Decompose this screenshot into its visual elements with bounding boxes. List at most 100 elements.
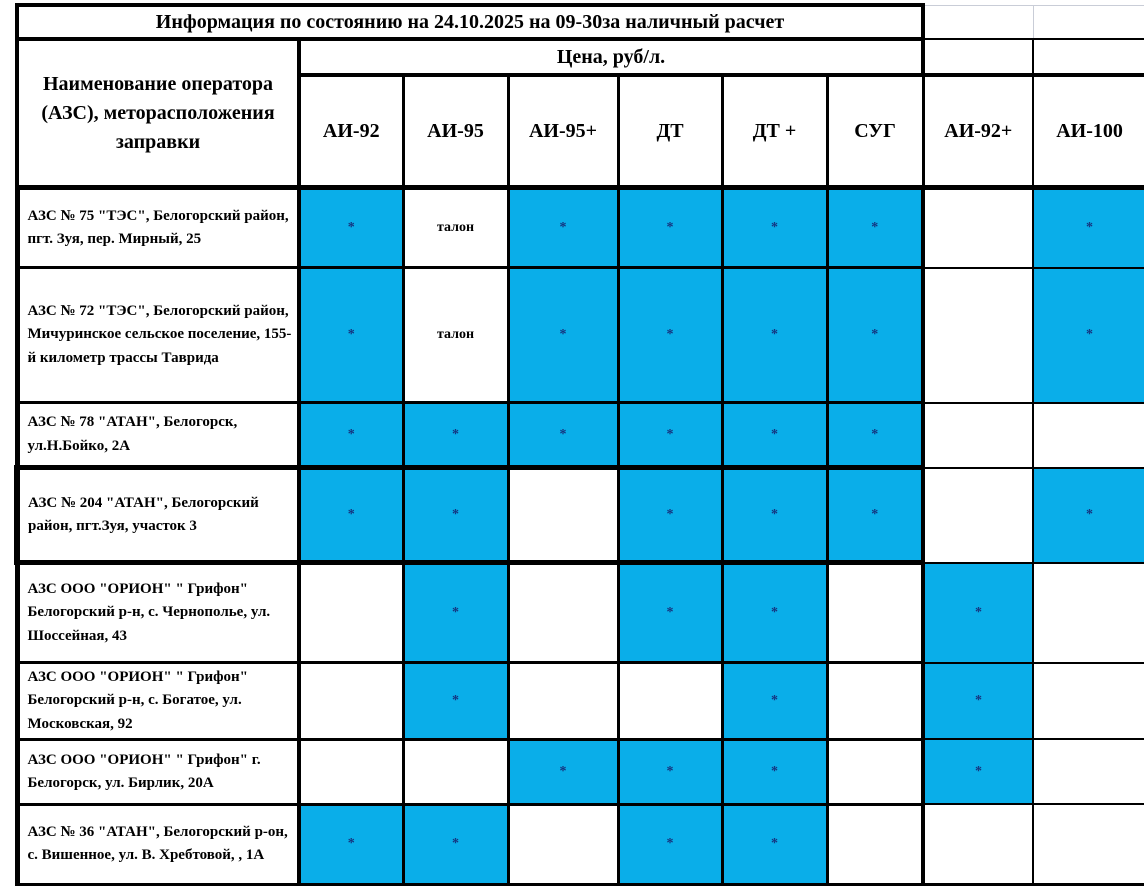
fuel-empty-cell [825, 802, 926, 886]
station-name-cell: АЗС № 204 "АТАН", Белогорский район, пгт… [14, 465, 301, 565]
station-name-cell: АЗС ООО "ОРИОН" " Грифон" г. Белогорск, … [14, 737, 301, 806]
fuel-available-cell: * [401, 401, 510, 469]
column-header-sug: СУГ [825, 73, 925, 190]
fuel-available-cell: * [616, 465, 724, 565]
fuel-available-cell: * [720, 401, 829, 469]
station-name-cell: АЗС № 75 "ТЭС", Белогорский район, пгт. … [14, 185, 301, 269]
column-header-ai-92: АИ-92 [297, 73, 405, 190]
column-header-dt-plus: ДТ + [720, 73, 829, 190]
fuel-empty-cell [825, 661, 926, 741]
station-name-cell: АЗС ООО "ОРИОН" " Грифон" Белогорский р-… [14, 561, 301, 664]
fuel-available-cell: * [401, 661, 510, 741]
fuel-empty-cell [825, 561, 926, 664]
fuel-available-cell: * [506, 266, 620, 404]
fuel-coupon-cell: талон [401, 185, 510, 269]
table-row: АЗС № 36 "АТАН", Белогорский р-он, с. Ви… [14, 802, 1144, 886]
fuel-available-cell: * [1032, 185, 1144, 269]
fuel-available-cell: * [720, 185, 829, 269]
fuel-empty-cell [616, 661, 724, 741]
price-header-row: Наименование оператора (АЗС), метораспол… [15, 37, 1144, 190]
fuel-available-cell: * [297, 465, 405, 565]
fuel-empty-cell [922, 803, 1035, 886]
column-header-ai-100: АИ-100 [1032, 73, 1144, 190]
fuel-empty-cell [1032, 803, 1144, 886]
station-name-cell: АЗС № 36 "АТАН", Белогорский р-он, с. Ви… [14, 802, 301, 886]
column-header-ai-92-plus: АИ-92+ [922, 73, 1035, 190]
column-header-ai-95-plus: АИ-95+ [506, 73, 620, 190]
fuel-available-cell: * [1032, 266, 1144, 404]
station-name-cell: АЗС ООО "ОРИОН" " Грифон" Белогорский р-… [14, 661, 301, 741]
fuel-price-table: Информация по состоянию на 24.10.2025 на… [14, 3, 1144, 886]
fuel-available-cell: * [720, 802, 829, 886]
empty-grid-cell [922, 4, 1034, 40]
fuel-available-cell: * [922, 661, 1035, 741]
fuel-available-cell: * [506, 401, 620, 469]
fuel-available-cell: * [401, 561, 510, 664]
fuel-empty-cell [506, 561, 620, 664]
fuel-available-cell: * [297, 802, 405, 886]
fuel-empty-cell [297, 737, 405, 806]
fuel-available-cell: * [922, 738, 1035, 806]
fuel-empty-cell [922, 266, 1035, 404]
title-row: Информация по состоянию на 24.10.2025 на… [14, 3, 1144, 41]
fuel-empty-cell [922, 185, 1035, 269]
fuel-available-cell: * [720, 661, 829, 741]
fuel-empty-cell [506, 661, 620, 741]
table-row: АЗС № 78 "АТАН", Белогорск, ул.Н.Бойко, … [14, 401, 1144, 469]
fuel-available-cell: * [297, 266, 405, 404]
fuel-empty-cell [1032, 738, 1144, 806]
fuel-available-cell: * [616, 561, 724, 664]
price-unit-header: Цена, руб/л. [296, 37, 926, 77]
fuel-empty-cell [922, 401, 1035, 469]
fuel-available-cell: * [825, 266, 926, 404]
fuel-available-cell: * [922, 561, 1035, 664]
fuel-available-cell: * [401, 802, 510, 886]
station-name-cell: АЗС № 72 "ТЭС", Белогорский район, Мичур… [14, 266, 301, 404]
fuel-available-cell: * [616, 185, 724, 269]
empty-grid-cell [922, 38, 1035, 76]
fuel-available-cell: * [1032, 466, 1144, 564]
fuel-available-cell: * [506, 185, 620, 269]
fuel-available-cell: * [297, 185, 405, 269]
fuel-empty-cell [1032, 661, 1144, 741]
table-row: АЗС ООО "ОРИОН" " Грифон" г. Белогорск, … [14, 737, 1144, 806]
table-row: АЗС № 204 "АТАН", Белогорский район, пгт… [14, 465, 1144, 565]
fuel-empty-cell [1032, 401, 1144, 469]
fuel-coupon-cell: талон [401, 266, 510, 404]
fuel-available-cell: * [616, 802, 724, 886]
fuel-available-cell: * [825, 465, 926, 565]
fuel-empty-cell [825, 737, 926, 806]
station-name-cell: АЗС № 78 "АТАН", Белогорск, ул.Н.Бойко, … [14, 401, 301, 469]
table-row: АЗС № 72 "ТЭС", Белогорский район, Мичур… [14, 266, 1144, 404]
table-row: АЗС ООО "ОРИОН" " Грифон" Белогорский р-… [14, 661, 1144, 741]
fuel-available-cell: * [616, 737, 724, 806]
fuel-available-cell: * [720, 737, 829, 806]
table-row: АЗС № 75 "ТЭС", Белогорский район, пгт. … [14, 185, 1144, 269]
empty-grid-cell [1032, 38, 1144, 76]
fuel-available-cell: * [720, 266, 829, 404]
fuel-available-cell: * [297, 401, 405, 469]
report-title: Информация по состоянию на 24.10.2025 на… [14, 3, 926, 41]
fuel-available-cell: * [616, 266, 724, 404]
fuel-empty-cell [297, 561, 405, 664]
column-header-dt: ДТ [616, 73, 724, 190]
fuel-columns-row: АИ-92 АИ-95 АИ-95+ ДТ ДТ + СУГ АИ-92+ АИ… [17, 73, 1144, 190]
fuel-empty-cell [922, 466, 1035, 564]
fuel-available-cell: * [825, 401, 926, 469]
fuel-empty-cell [506, 465, 620, 565]
fuel-available-cell: * [401, 465, 510, 565]
fuel-empty-cell [506, 802, 620, 886]
empty-grid-cell [1032, 4, 1144, 40]
fuel-available-cell: * [616, 401, 724, 469]
fuel-available-cell: * [720, 465, 829, 565]
fuel-empty-cell [297, 661, 405, 741]
fuel-available-cell: * [825, 185, 926, 269]
fuel-available-cell: * [720, 561, 829, 664]
station-name-header: Наименование оператора (АЗС), метораспол… [15, 37, 301, 190]
table-row: АЗС ООО "ОРИОН" " Грифон" Белогорский р-… [14, 561, 1144, 664]
station-rows: АЗС № 75 "ТЭС", Белогорский район, пгт. … [14, 185, 1144, 886]
fuel-available-cell: * [506, 737, 620, 806]
fuel-empty-cell [401, 737, 510, 806]
column-header-ai-95: АИ-95 [401, 73, 510, 190]
